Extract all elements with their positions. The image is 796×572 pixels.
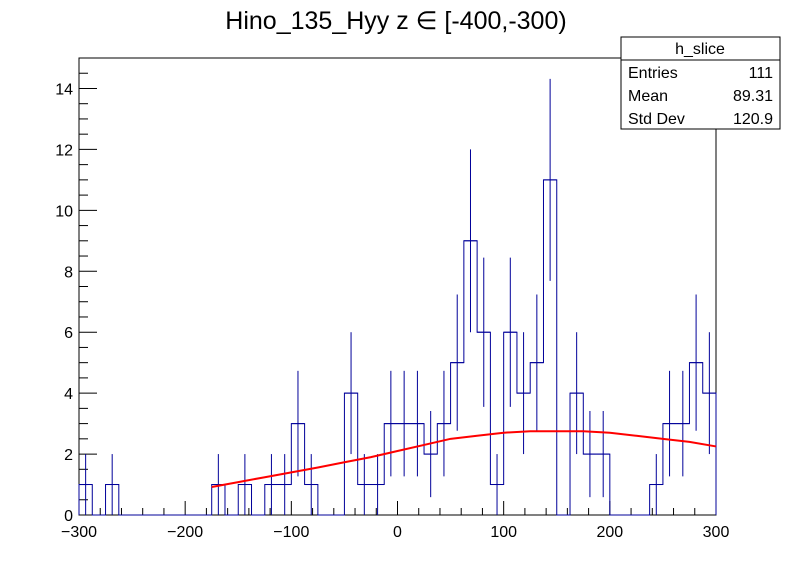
- x-tick-label: 200: [596, 524, 623, 541]
- x-tick-label: 0: [393, 524, 402, 541]
- chart-title: Hino_135_Hyy z ∈ [-400,-300): [225, 7, 566, 35]
- y-tick-label: 14: [55, 81, 73, 98]
- x-tick-label: −300: [61, 524, 97, 541]
- y-tick-label: 8: [64, 264, 73, 281]
- x-tick-label: 100: [490, 524, 517, 541]
- y-tick-label: 12: [55, 142, 73, 159]
- stats-value-stddev: 120.9: [733, 111, 773, 128]
- plot-frame: [78, 57, 717, 516]
- x-tick-label: −200: [167, 524, 203, 541]
- stats-label-stddev: Std Dev: [628, 111, 685, 128]
- y-tick-label: 10: [55, 203, 73, 220]
- stats-label-mean: Mean: [628, 88, 668, 105]
- x-tick-label: −100: [273, 524, 309, 541]
- stats-value-mean: 89.31: [733, 88, 773, 105]
- y-tick-label: 4: [64, 386, 73, 403]
- stats-name: h_slice: [675, 41, 725, 58]
- y-tick-label: 6: [64, 325, 73, 342]
- histogram-outline: [78, 179, 717, 516]
- stats-box: h_slice Entries 111 Mean 89.31 Std Dev 1…: [620, 36, 781, 130]
- y-tick-label: 0: [64, 508, 73, 525]
- stats-label-entries: Entries: [628, 65, 678, 82]
- x-tick-label: 300: [703, 524, 730, 541]
- plot-area: 0 2 4 6 8 10 12 14 −300 −200 −100 0 100 200 300: [55, 57, 730, 541]
- fit-curve: [211, 430, 717, 488]
- y-tick-label: 2: [64, 447, 73, 464]
- stats-value-entries: 111: [749, 65, 773, 82]
